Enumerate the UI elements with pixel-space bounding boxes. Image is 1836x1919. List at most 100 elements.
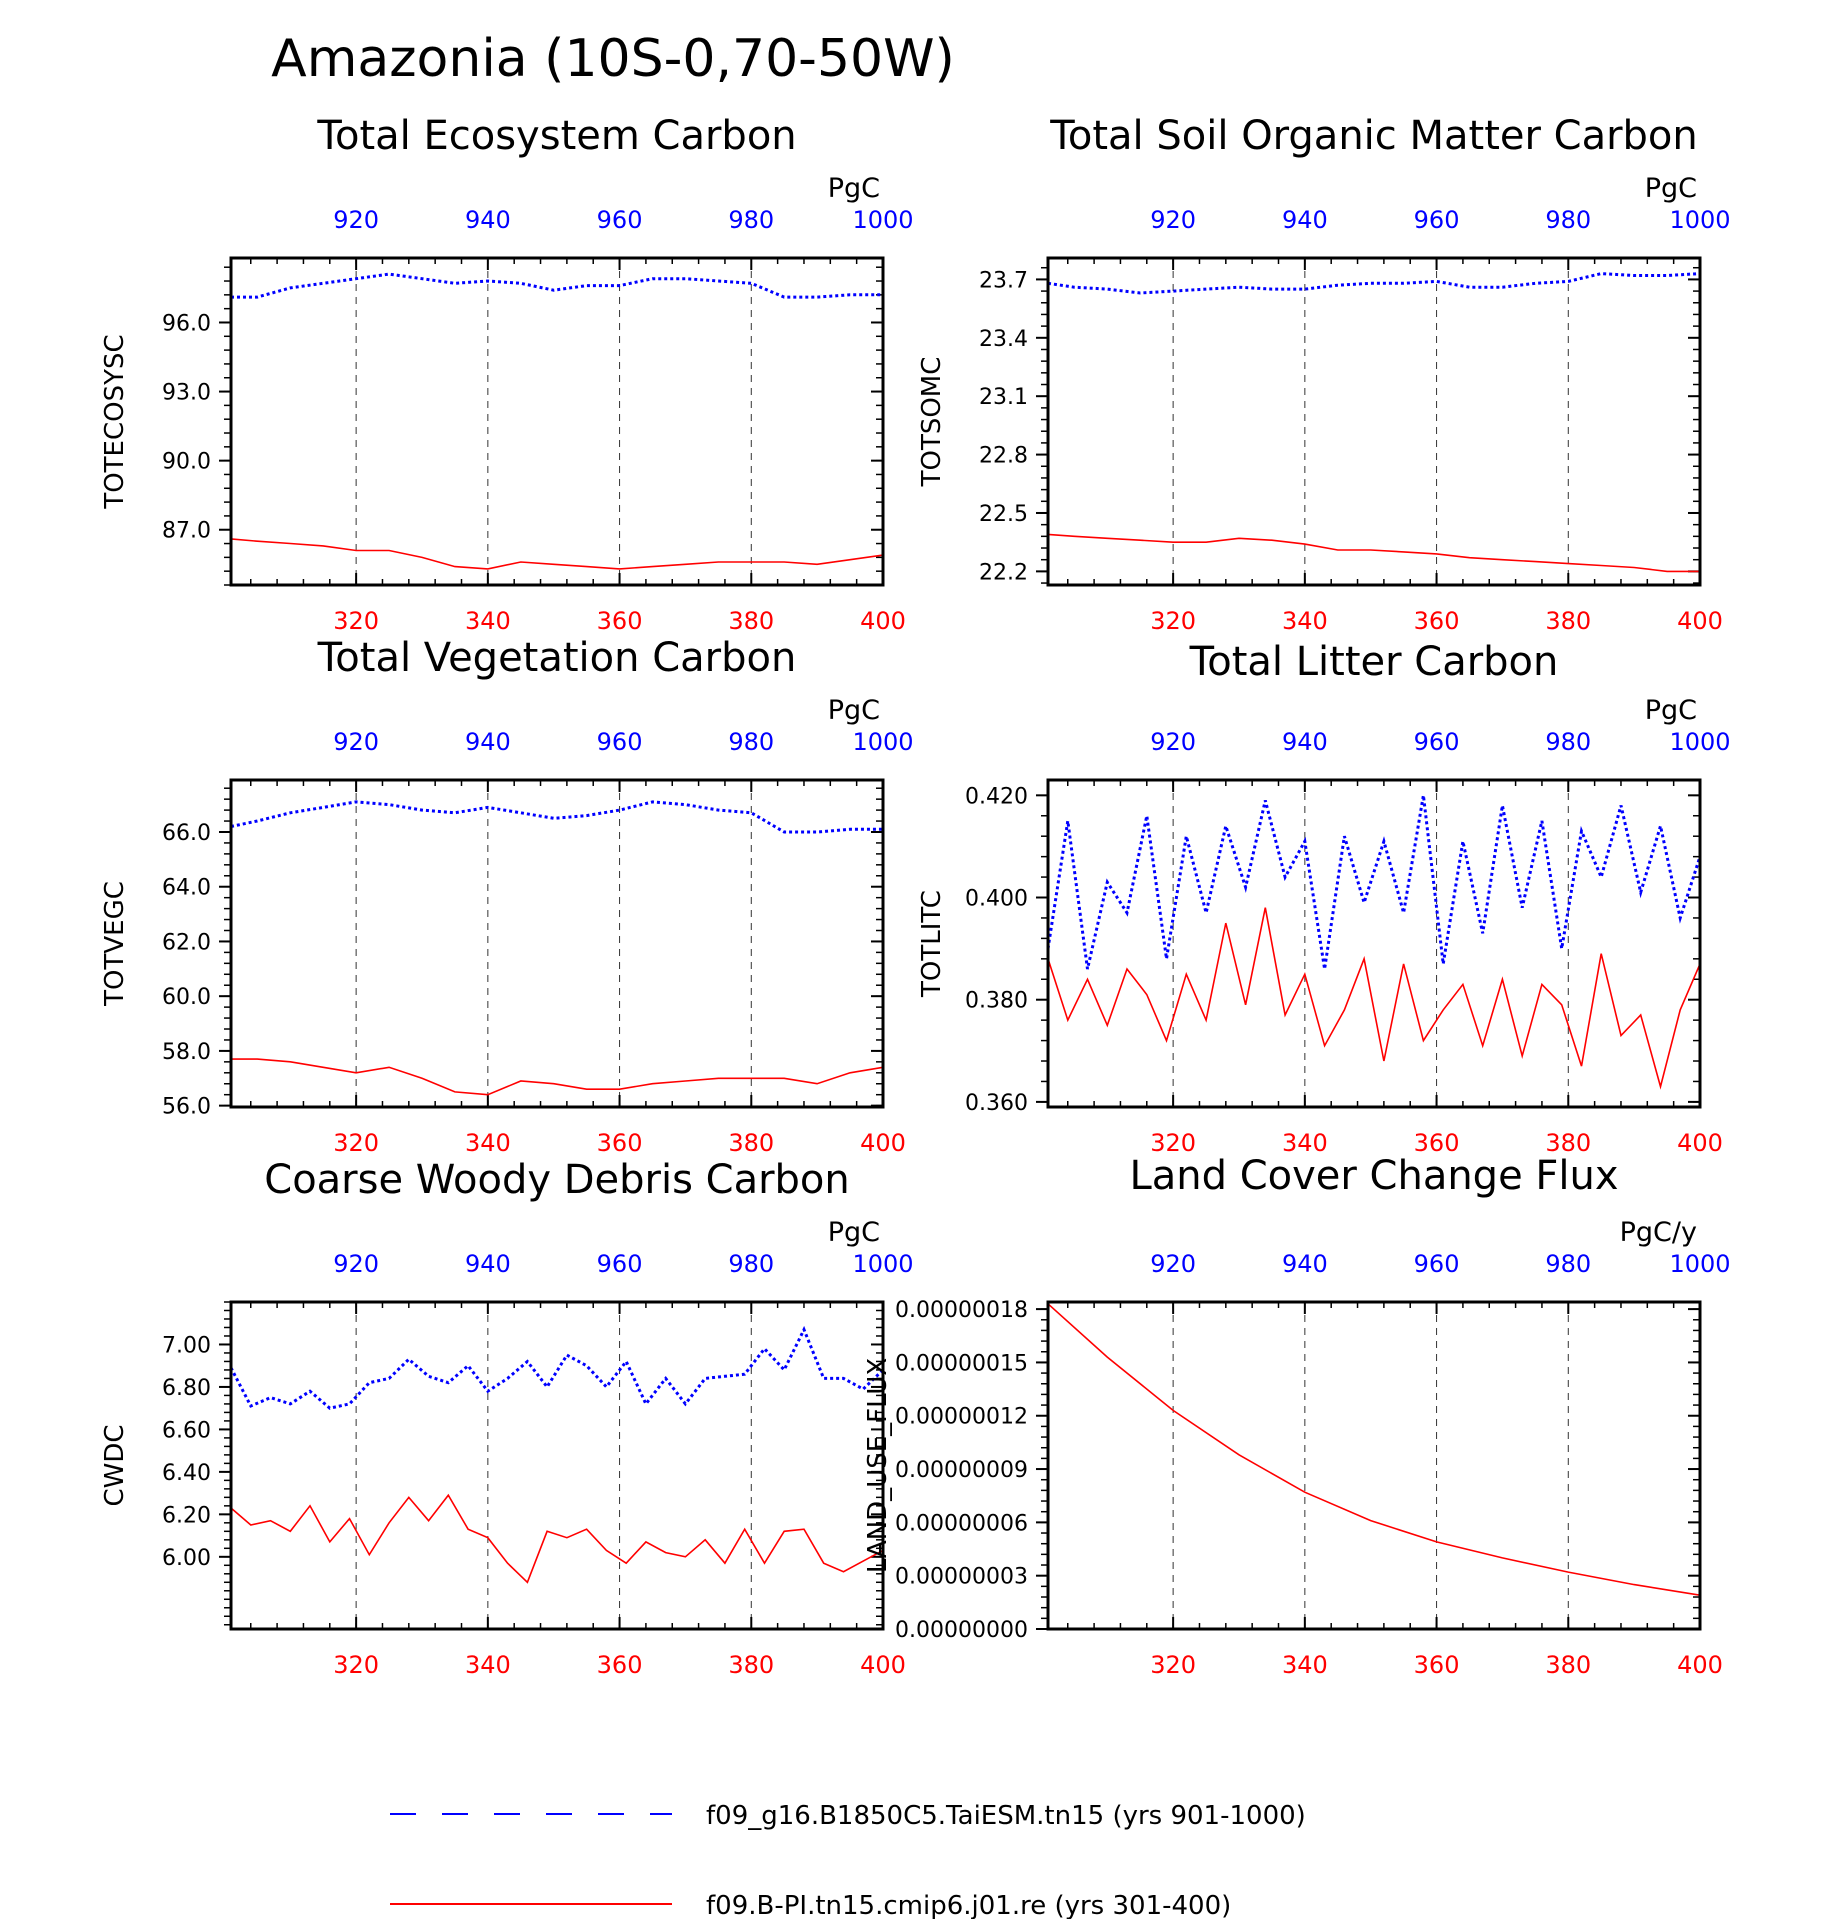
y-tick-label: 6.60 [162, 1418, 211, 1443]
y-tick-label: 0.00000009 [895, 1458, 1028, 1483]
x-top-tick-label: 1000 [852, 1250, 913, 1278]
y-tick-label: 6.20 [162, 1503, 211, 1528]
y-tick-label: 6.00 [162, 1546, 211, 1571]
y-axis-label: TOTLITC [917, 890, 947, 998]
units-label: PgC [1645, 173, 1697, 204]
y-tick-label: 0.00000018 [895, 1298, 1028, 1323]
x-bottom-tick-label: 340 [465, 607, 511, 635]
x-bottom-tick-label: 340 [465, 1651, 511, 1679]
y-axis-label: CWDC [100, 1424, 130, 1506]
x-bottom-tick-label: 360 [597, 1651, 643, 1679]
y-tick-label: 62.0 [162, 930, 211, 955]
plot-frame [229, 778, 885, 1109]
series-line-blue [1046, 795, 1702, 970]
x-bottom-tick-label: 320 [1150, 1651, 1196, 1679]
x-bottom-tick-label: 360 [597, 1129, 643, 1157]
x-top-tick-label: 940 [465, 728, 511, 756]
y-tick-label: 0.00000006 [895, 1511, 1028, 1536]
x-bottom-tick-label: 400 [1677, 607, 1723, 635]
x-bottom-tick-label: 380 [728, 1651, 774, 1679]
y-tick-label: 56.0 [162, 1095, 211, 1120]
x-bottom-tick-label: 320 [333, 1129, 379, 1157]
x-top-tick-label: 920 [1150, 206, 1196, 234]
panel-3: Total Vegetation Carbon PgC 320 340 360 380 40… [100, 635, 914, 1157]
x-top-tick-label: 1000 [1669, 206, 1730, 234]
x-bottom-tick-label: 360 [597, 607, 643, 635]
x-bottom-tick-label: 360 [1414, 607, 1460, 635]
x-bottom-tick-label: 380 [728, 607, 774, 635]
x-bottom-tick-label: 380 [1545, 1651, 1591, 1679]
x-bottom-tick-label: 400 [1677, 1129, 1723, 1157]
legend-label-red: f09.B-PI.tn15.cmip6.j01.re (yrs 301-400) [706, 1891, 1231, 1919]
panel-title: Total Soil Organic Matter Carbon [1049, 113, 1698, 159]
series-line-red [1047, 907, 1701, 1090]
x-bottom-tick-label: 400 [860, 1129, 906, 1157]
panel-title: Total Litter Carbon [1189, 639, 1559, 685]
units-label: PgC/y [1620, 1217, 1697, 1248]
y-tick-label: 0.360 [965, 1091, 1028, 1116]
y-tick-label: 23.1 [979, 385, 1028, 410]
panel-2: Total Soil Organic Matter Carbon PgC 320 34… [917, 113, 1731, 635]
series-line-red [1047, 1303, 1701, 1596]
y-tick-label: 6.40 [162, 1461, 211, 1486]
x-bottom-tick-label: 400 [1677, 1651, 1723, 1679]
x-bottom-tick-label: 400 [860, 1651, 906, 1679]
y-tick-label: 0.00000000 [895, 1618, 1028, 1643]
y-tick-label: 0.00000003 [895, 1565, 1028, 1590]
x-top-tick-label: 980 [1545, 728, 1591, 756]
x-bottom-tick-label: 320 [1150, 1129, 1196, 1157]
y-tick-label: 60.0 [162, 985, 211, 1010]
x-top-tick-label: 1000 [1669, 728, 1730, 756]
y-tick-label: 22.5 [979, 502, 1028, 527]
series-line-red [230, 1493, 884, 1584]
panel-title: Coarse Woody Debris Carbon [264, 1157, 849, 1203]
plot-frame [229, 256, 885, 587]
units-label: PgC [828, 173, 880, 204]
plot-frame [1046, 778, 1702, 1109]
y-tick-label: 0.00000012 [895, 1405, 1028, 1430]
x-top-tick-label: 960 [597, 206, 643, 234]
panels: Total Ecosystem Carbon PgC 320 340 360 380 400… [100, 113, 1731, 1679]
y-tick-label: 22.8 [979, 444, 1028, 469]
y-axis-label: TOTVEGC [100, 881, 130, 1007]
x-top-tick-label: 980 [1545, 206, 1591, 234]
x-top-tick-label: 960 [1414, 1250, 1460, 1278]
legend: f09_g16.B1850C5.TaiESM.tn15 (yrs 901-100… [390, 1801, 1306, 1919]
x-top-tick-label: 940 [1282, 206, 1328, 234]
y-tick-label: 23.4 [979, 327, 1028, 352]
y-tick-label: 87.0 [162, 519, 211, 544]
x-top-tick-label: 960 [1414, 206, 1460, 234]
y-axis-label: TOTECOSYSC [100, 334, 130, 509]
units-label: PgC [828, 1217, 880, 1248]
x-top-tick-label: 980 [728, 1250, 774, 1278]
y-tick-label: 58.0 [162, 1040, 211, 1065]
panel-5: Coarse Woody Debris Carbon PgC 320 340 360 38… [100, 1157, 914, 1679]
series-line-blue [229, 1325, 885, 1410]
x-bottom-tick-label: 320 [1150, 607, 1196, 635]
legend-label-blue: f09_g16.B1850C5.TaiESM.tn15 (yrs 901-100… [706, 1801, 1306, 1831]
x-top-tick-label: 1000 [852, 206, 913, 234]
x-top-tick-label: 940 [1282, 1250, 1328, 1278]
units-label: PgC [1645, 695, 1697, 726]
x-top-tick-label: 980 [728, 206, 774, 234]
x-top-tick-label: 980 [728, 728, 774, 756]
x-bottom-tick-label: 400 [860, 607, 906, 635]
x-top-tick-label: 940 [1282, 728, 1328, 756]
plot-frame [1046, 256, 1702, 587]
plot-frame [1046, 1300, 1702, 1631]
y-tick-label: 6.80 [162, 1376, 211, 1401]
figure-title: Amazonia (10S-0,70-50W) [271, 29, 955, 89]
y-axis-label: LAND_USE_FLUX [863, 1358, 893, 1573]
x-top-tick-label: 1000 [852, 728, 913, 756]
x-bottom-tick-label: 360 [1414, 1129, 1460, 1157]
y-tick-label: 93.0 [162, 381, 211, 406]
series-line-blue [1047, 272, 1701, 295]
x-top-tick-label: 920 [333, 1250, 379, 1278]
x-bottom-tick-label: 320 [333, 1651, 379, 1679]
plot-frame [229, 1300, 885, 1631]
series-line-blue [231, 272, 883, 299]
series-line-red [1047, 533, 1700, 573]
y-tick-label: 90.0 [162, 450, 211, 475]
